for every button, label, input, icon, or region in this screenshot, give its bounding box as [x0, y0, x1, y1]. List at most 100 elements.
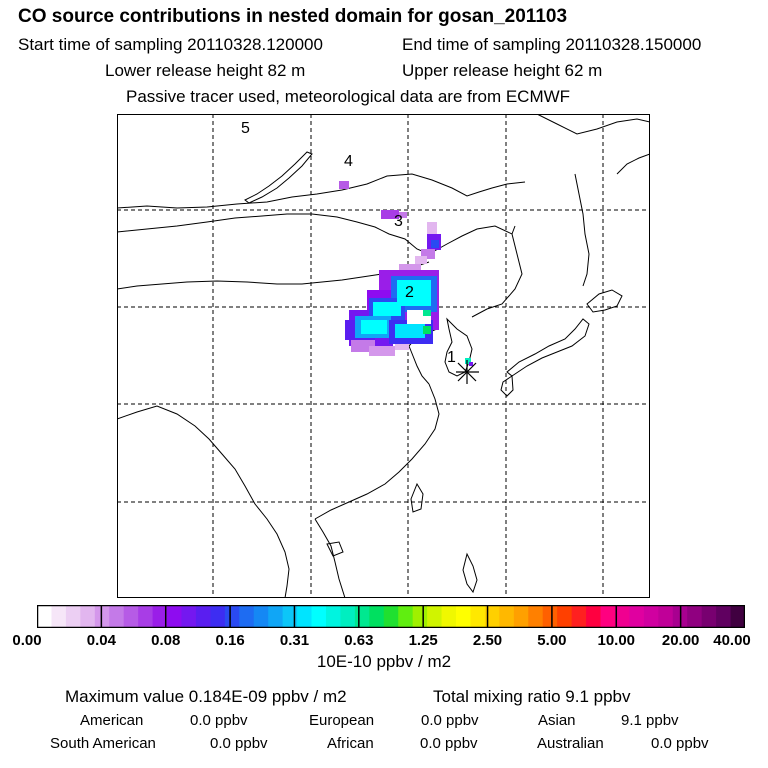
colorbar-tick-label: 0.00	[12, 632, 42, 649]
coastlines-and-borders	[117, 114, 650, 598]
concentration-field	[339, 181, 473, 366]
colorbar-tick-label: 0.31	[279, 632, 310, 649]
colorbar-cell	[51, 605, 67, 628]
receptor-marker	[456, 360, 479, 384]
marker-label: 3	[394, 213, 403, 230]
colorbar-cell	[383, 605, 399, 628]
colorbar-cell	[224, 605, 240, 628]
colorbar-cell	[643, 605, 659, 628]
plume-cell	[381, 210, 399, 219]
colorbar-cell	[65, 605, 81, 628]
colorbar-cell	[167, 605, 183, 628]
region-name: European	[309, 712, 375, 729]
colorbar-cell	[629, 605, 645, 628]
china-east-coast	[314, 383, 440, 520]
colorbar-tick-label: 0.16	[215, 632, 245, 649]
colorbar-cell	[340, 605, 356, 628]
marker-label: 1	[447, 349, 456, 366]
colorbar-cell	[542, 605, 558, 628]
colorbar-cell	[181, 605, 197, 628]
plume-cell	[397, 280, 431, 306]
plume-cell	[373, 302, 401, 316]
japan-kyushu	[500, 375, 514, 397]
colorbar-cell	[80, 605, 96, 628]
region-value: 0.0 ppbv	[651, 735, 709, 752]
colorbar-tick-label: 40.00	[713, 632, 751, 649]
plume-cell	[431, 240, 439, 248]
sakhalin	[574, 173, 590, 287]
lower-release-label: Lower release height 82 m	[105, 61, 306, 80]
hainan	[326, 541, 344, 557]
colorbar-cell	[239, 605, 255, 628]
japan-hokkaido	[586, 289, 623, 313]
region-value: 9.1 ppbv	[621, 712, 679, 729]
colorbar-cell	[398, 605, 414, 628]
colorbar-cell	[484, 605, 500, 628]
region-name: Australian	[537, 735, 604, 752]
source-contribution-map: 1 2 3 4 5	[117, 114, 650, 598]
region-value: 0.0 ppbv	[420, 735, 478, 752]
plume-cell	[395, 324, 425, 338]
marker-label: 4	[344, 153, 353, 170]
plume-cell	[399, 212, 407, 218]
south-china-border	[117, 405, 290, 598]
korea-peninsula	[444, 317, 473, 377]
marker-label: 5	[241, 120, 250, 137]
region-name: African	[327, 735, 374, 752]
mongolia-border	[117, 213, 516, 255]
total-mixing-ratio-label: Total mixing ratio 9.1 ppbv	[433, 687, 631, 706]
plume-cell	[339, 181, 349, 189]
maximum-value-label: Maximum value 0.184E-09 ppbv / m2	[65, 687, 347, 706]
chart-title: CO source contributions in nested domain…	[18, 6, 568, 27]
colorbar-cell	[109, 605, 125, 628]
colorbar-cell	[730, 605, 745, 628]
colorbar-cell	[456, 605, 472, 628]
colorbar-cell	[282, 605, 298, 628]
colorbar-cell	[354, 605, 370, 628]
okhotsk-coast	[536, 114, 650, 135]
japan-honshu	[506, 318, 590, 377]
colorbar-cell	[37, 605, 53, 628]
colorbar-cell	[586, 605, 602, 628]
plume-cell	[469, 362, 473, 366]
plume-cell	[369, 346, 395, 356]
colorbar-tick-label: 20.00	[661, 632, 700, 649]
colorbar-tick-label: 0.04	[86, 632, 116, 649]
philippines	[462, 552, 478, 594]
colorbar-cell	[600, 605, 616, 628]
colorbar-cell	[571, 605, 587, 628]
colorbar-cell	[557, 605, 573, 628]
colorbar-tick-label: 5.00	[537, 632, 567, 649]
plume-cell	[465, 358, 471, 364]
colorbar-cell	[210, 605, 226, 628]
plume-cell	[361, 320, 387, 334]
tracer-info-label: Passive tracer used, meteorological data…	[126, 87, 571, 106]
colorbar-cell	[513, 605, 529, 628]
plume-cell	[423, 310, 431, 316]
region-value: 0.0 ppbv	[190, 712, 248, 729]
colorbar-tick-label: 10.00	[597, 632, 636, 649]
colorbar-cell	[253, 605, 269, 628]
colorbar-cell	[94, 605, 110, 628]
colorbar-cell	[123, 605, 139, 628]
colorbar-cell	[658, 605, 674, 628]
colorbar-cell	[701, 605, 717, 628]
colorbar-cell	[412, 605, 428, 628]
colorbar-cell	[268, 605, 284, 628]
colorbar-cell	[499, 605, 515, 628]
colorbar-cell	[325, 605, 342, 628]
plume-cell	[399, 264, 421, 274]
colorbar-cell	[138, 605, 154, 628]
region-name: Asian	[538, 712, 576, 729]
northern-border	[117, 173, 526, 209]
colorbar-tick-label: 2.50	[472, 632, 503, 649]
colorbar-cells	[37, 605, 745, 628]
plume-cell	[427, 222, 437, 236]
kamchatka-coast	[616, 153, 650, 175]
colorbar-cell	[195, 605, 211, 628]
plume-cell	[423, 326, 431, 334]
plume-cell	[421, 249, 435, 259]
colorbar-cell	[716, 605, 732, 628]
colorbar-cell	[470, 605, 486, 628]
manchuria-border	[471, 233, 523, 318]
